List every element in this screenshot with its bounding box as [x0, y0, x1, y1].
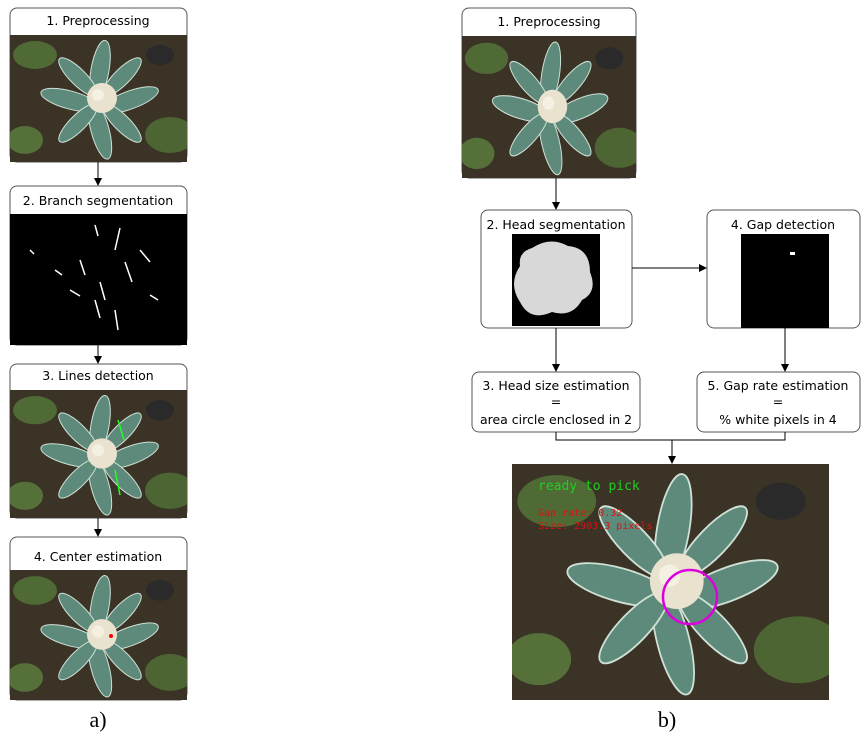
image [7, 570, 195, 700]
connector [556, 432, 785, 440]
panel-a: 1. Preprocessing 2. Branch segmentation … [7, 8, 195, 732]
gap-rate: Gap rate: 0.32 [538, 508, 622, 519]
step-title: 1. Preprocessing [46, 13, 149, 28]
step-title: 3. Head size estimation [482, 378, 629, 393]
image [512, 234, 600, 326]
equals: = [773, 394, 783, 409]
step-title: 2. Head segmentation [487, 217, 626, 232]
image [741, 234, 829, 328]
equals: = [551, 394, 561, 409]
panel-b: 1. Preprocessing 2. Head segmentation 4.… [459, 8, 860, 732]
formula: area circle enclosed in 2 [480, 412, 632, 427]
step-title: 4. Center estimation [34, 549, 162, 564]
size: Size: 2903.3 pixels [538, 521, 652, 532]
step-title: 5. Gap rate estimation [708, 378, 849, 393]
image [10, 214, 187, 345]
panel-label: a) [89, 707, 106, 732]
formula: % white pixels in 4 [719, 412, 836, 427]
panel-label: b) [658, 707, 676, 732]
step-title: 4. Gap detection [731, 217, 835, 232]
image [7, 35, 195, 162]
step-title: 1. Preprocessing [497, 14, 600, 29]
center-point [109, 634, 113, 638]
step-title: 3. Lines detection [42, 368, 153, 383]
diagram: 1. Preprocessing 2. Branch segmentation … [0, 0, 862, 737]
status: ready to pick [538, 479, 640, 494]
image [7, 390, 195, 518]
result-image [507, 464, 844, 700]
step-title: 2. Branch segmentation [23, 193, 173, 208]
image [459, 36, 644, 178]
